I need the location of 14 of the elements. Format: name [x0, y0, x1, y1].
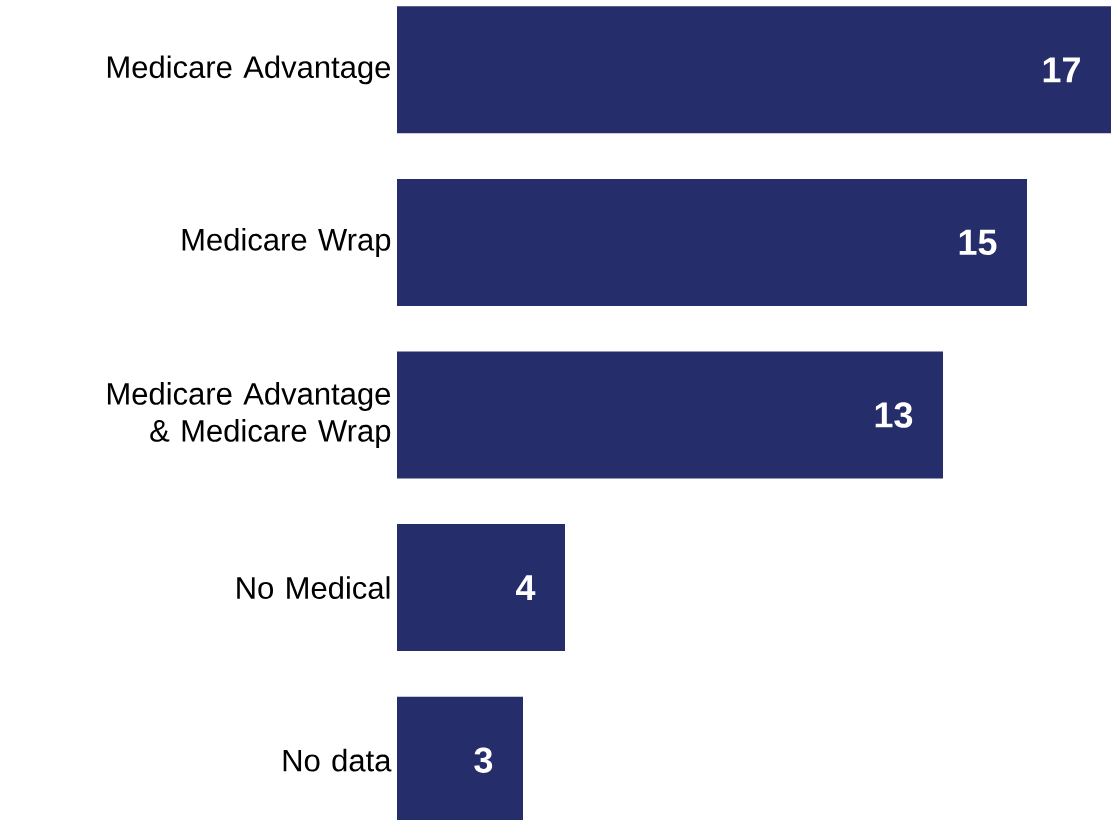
bar	[397, 351, 944, 479]
data-label: 15	[959, 229, 997, 255]
data-label: 17	[1043, 57, 1080, 83]
bar	[397, 6, 1111, 134]
y-tick-label: No Medical	[237, 576, 390, 599]
bar	[397, 178, 1028, 306]
y-tick-label: Medicare Advantage	[107, 55, 391, 85]
data-label: 4	[516, 575, 536, 600]
data-label: 3	[474, 747, 493, 773]
y-tick-label: Medicare Advantage & Medicare Wrap	[107, 382, 391, 448]
y-tick-label: Medicare Wrap	[182, 227, 391, 257]
data-label: 13	[875, 402, 913, 428]
bar	[397, 524, 565, 652]
y-tick-label: No data	[283, 748, 392, 772]
